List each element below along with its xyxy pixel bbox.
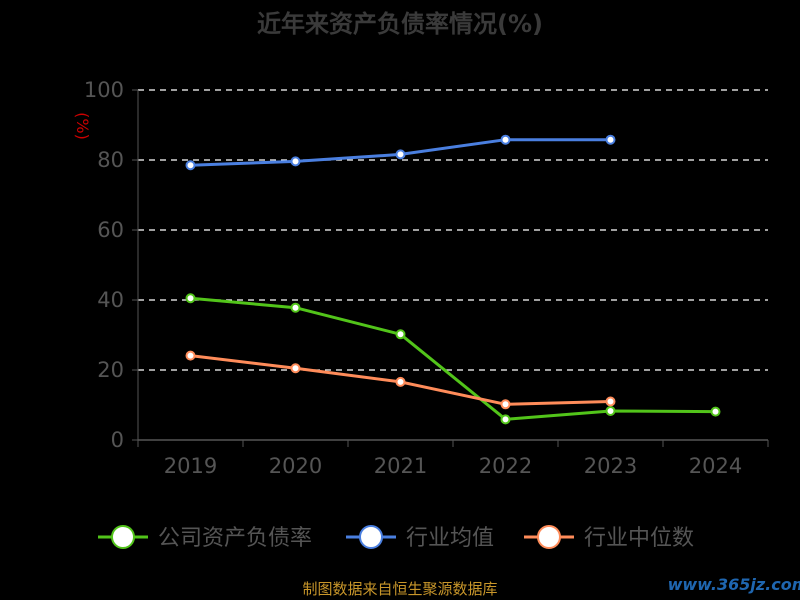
y-tick-label: 60 xyxy=(97,218,124,242)
x-tick-label: 2019 xyxy=(164,454,217,478)
series-1 xyxy=(185,293,721,425)
data-point xyxy=(395,149,406,160)
grid-lines xyxy=(138,89,768,371)
y-axis-unit: (%) xyxy=(73,112,92,140)
data-point xyxy=(290,156,301,167)
data-point xyxy=(605,396,616,407)
x-tick-label: 2023 xyxy=(584,454,637,478)
series-group xyxy=(185,134,721,425)
source-note: 制图数据来自恒生聚源数据库 xyxy=(302,580,497,598)
data-point xyxy=(605,405,616,416)
data-point xyxy=(185,293,196,304)
legend-item: 行业均值 xyxy=(346,525,494,551)
legend-marker xyxy=(359,525,383,549)
series-3 xyxy=(185,350,616,410)
data-point xyxy=(290,302,301,313)
legend-marker xyxy=(537,525,561,549)
data-point xyxy=(395,329,406,340)
legend-label: 公司资产负债率 xyxy=(158,526,312,551)
y-axis-ticks: 0 20 40 60 80 100 xyxy=(84,78,139,452)
data-point xyxy=(500,399,511,410)
series-2 xyxy=(185,134,616,171)
data-point xyxy=(185,350,196,361)
legend-label: 行业中位数 xyxy=(584,526,694,551)
y-tick-label: 0 xyxy=(111,428,124,452)
legend-item: 行业中位数 xyxy=(524,525,694,551)
y-tick-label: 80 xyxy=(97,148,124,172)
x-tick-label: 2024 xyxy=(689,454,742,478)
watermark: www.365jz.com xyxy=(668,575,800,594)
x-tick-label: 2021 xyxy=(374,454,427,478)
y-tick-label: 100 xyxy=(84,78,124,102)
y-tick-label: 20 xyxy=(97,358,124,382)
data-point xyxy=(185,160,196,171)
x-tick-label: 2020 xyxy=(269,454,322,478)
legend-marker xyxy=(111,525,135,549)
data-point xyxy=(710,406,721,417)
data-point xyxy=(605,134,616,145)
x-tick-label: 2022 xyxy=(479,454,532,478)
legend: 公司资产负债率 行业均值 行业中位数 xyxy=(98,525,694,551)
legend-label: 行业均值 xyxy=(406,526,494,551)
data-point xyxy=(395,376,406,387)
data-point xyxy=(500,414,511,425)
chart-title: 近年来资产负债率情况(%) xyxy=(257,10,543,38)
data-point xyxy=(500,134,511,145)
x-axis: 2019 2020 2021 2022 2023 2024 xyxy=(137,439,769,478)
legend-item: 公司资产负债率 xyxy=(98,525,312,551)
series-line xyxy=(190,296,716,421)
data-point xyxy=(290,363,301,374)
y-tick-label: 40 xyxy=(97,288,124,312)
